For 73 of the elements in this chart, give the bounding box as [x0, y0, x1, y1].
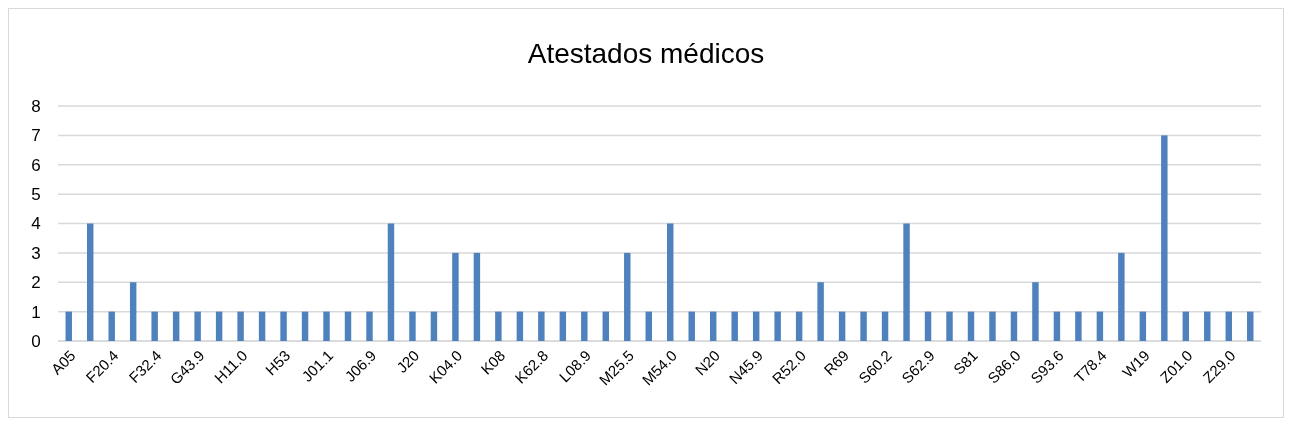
bar [430, 311, 438, 341]
bar [409, 311, 416, 341]
bar [538, 311, 545, 341]
y-tick-label: 2 [31, 273, 41, 293]
bar [946, 311, 953, 341]
x-tick-label: J20 [393, 346, 423, 376]
x-tick-label: H53 [261, 346, 294, 379]
bar [624, 252, 631, 341]
x-tick-label: S81 [949, 346, 981, 378]
bar [516, 311, 524, 341]
bar [1204, 311, 1211, 341]
bar [1182, 311, 1190, 341]
bar [280, 311, 287, 341]
bar [1247, 311, 1254, 341]
bar [1139, 311, 1147, 341]
bar [323, 311, 330, 341]
bar [129, 282, 137, 341]
bar [752, 311, 760, 341]
bar [667, 223, 674, 341]
bar [731, 311, 738, 341]
bar [172, 311, 180, 341]
bar [194, 311, 201, 341]
bar [924, 311, 932, 341]
bar [967, 311, 975, 341]
bar [989, 311, 996, 341]
y-tick-label: 6 [31, 155, 41, 175]
bar [602, 311, 610, 341]
bar [838, 311, 846, 341]
bar [301, 311, 309, 341]
bar [387, 223, 395, 341]
y-tick-label: 3 [31, 243, 41, 263]
bar [87, 223, 94, 341]
bar [1225, 311, 1232, 341]
bar [473, 252, 481, 341]
bar [108, 311, 115, 341]
bar [817, 282, 824, 341]
bar [1032, 282, 1039, 341]
bar [1118, 252, 1125, 341]
bar [1096, 311, 1104, 341]
bar [1075, 311, 1082, 341]
y-tick-label: 4 [31, 214, 41, 234]
bar [795, 311, 803, 341]
bar [65, 311, 72, 341]
y-tick-label: 0 [31, 331, 41, 351]
y-tick-label: 7 [31, 126, 41, 146]
x-tick-label: W19 [1118, 346, 1153, 381]
bar [881, 311, 889, 341]
bar [774, 311, 781, 341]
bar [1010, 311, 1018, 341]
x-tick-label: K08 [477, 346, 509, 378]
x-tick-label: N20 [691, 346, 724, 379]
chart-title: Atestados médicos [527, 38, 765, 69]
y-tick-label: 8 [31, 96, 41, 116]
bar [1053, 311, 1061, 341]
bar [860, 311, 867, 341]
bar [709, 311, 717, 341]
x-tick-label: R69 [820, 346, 852, 379]
bar [1161, 135, 1168, 341]
bar [258, 311, 266, 341]
bar [559, 311, 567, 341]
bar [645, 311, 652, 341]
bar [237, 311, 244, 341]
bar [903, 223, 910, 341]
bar [688, 311, 695, 341]
y-tick-label: 1 [31, 302, 41, 322]
bar [452, 252, 459, 341]
bar [344, 311, 352, 341]
bar [151, 311, 158, 341]
bar [366, 311, 373, 341]
y-tick-label: 5 [31, 185, 41, 205]
bar [581, 311, 588, 341]
bar [215, 311, 223, 341]
bar [495, 311, 502, 341]
